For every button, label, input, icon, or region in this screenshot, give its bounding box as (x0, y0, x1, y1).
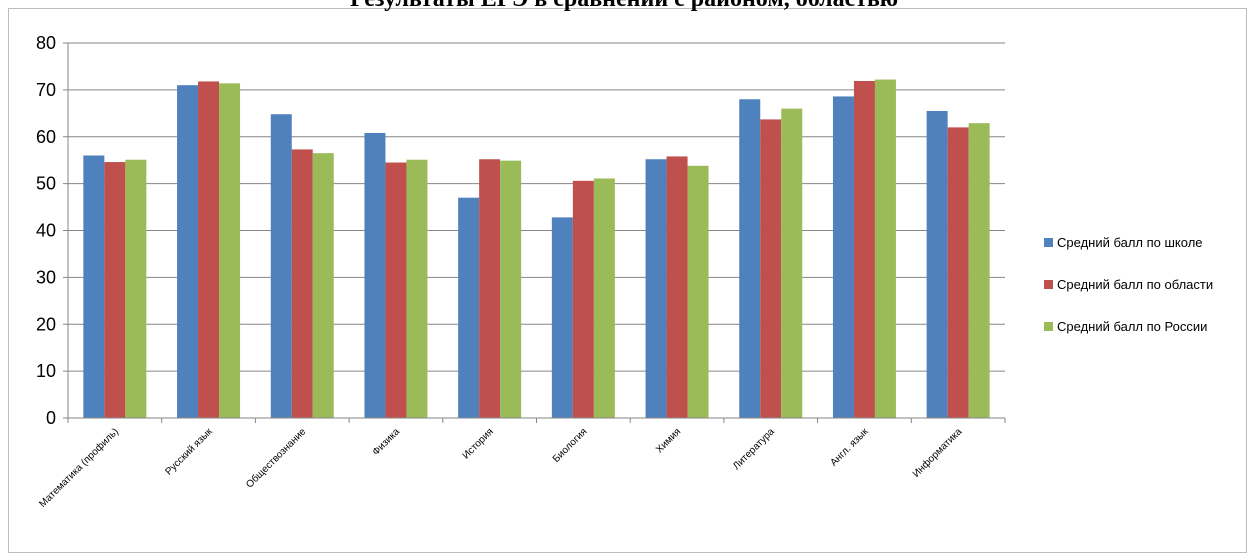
bar-2-10 (947, 127, 969, 418)
y-tick-label: 0 (46, 408, 56, 428)
bar-2-4 (385, 162, 407, 418)
bar-chart: 0 10 20 30 40 50 60 70 80 Математика (профиль) Ру… (36, 33, 1006, 510)
legend-label: Средний балл по России (1057, 319, 1208, 334)
bar-3-3 (312, 153, 334, 418)
legend-swatch (1044, 322, 1053, 331)
bar-1-6 (551, 217, 573, 418)
y-tick-label: 10 (36, 361, 56, 381)
bar-3-2 (219, 83, 241, 418)
bar-1-9 (832, 96, 854, 418)
bar-1-10 (926, 110, 948, 418)
bar-1-1 (83, 155, 105, 418)
y-tick-label: 70 (36, 80, 56, 100)
bar-3-4 (406, 159, 428, 418)
x-tick-label: Физика (371, 426, 403, 458)
bar-1-7 (645, 159, 667, 418)
bar-2-5 (479, 159, 501, 418)
y-tick-label: 40 (36, 221, 56, 241)
bar-2-1 (104, 162, 126, 418)
bar-3-1 (125, 159, 147, 418)
bar-3-5 (500, 160, 522, 418)
legend-swatch (1044, 280, 1053, 289)
bar-1-3 (270, 114, 292, 418)
bar-3-7 (687, 165, 709, 418)
x-tick-label: Русский язык (163, 426, 215, 478)
bar-1-8 (739, 99, 761, 418)
x-tick-label: Англ. язык (828, 426, 871, 469)
x-tick-label: Биология (551, 426, 590, 465)
bar-3-10 (968, 123, 990, 418)
y-tick-label: 20 (36, 314, 56, 334)
x-tick-label: Литература (731, 426, 777, 472)
legend-item-3: Средний балл по России (1044, 316, 1213, 337)
bar-3-6 (593, 178, 615, 418)
legend-item-2: Средний балл по области (1044, 274, 1213, 295)
legend-item-1: Средний балл по школе (1044, 232, 1213, 253)
bar-3-9 (874, 79, 896, 418)
x-axis-labels: Математика (профиль) Русский язык Общество… (37, 425, 965, 510)
bar-2-6 (572, 180, 594, 418)
bar-1-5 (458, 197, 480, 418)
bar-1-2 (177, 85, 199, 418)
x-tick-label: Информатика (910, 425, 964, 479)
y-tick-label: 30 (36, 267, 56, 287)
x-tick-label: Обществознание (243, 425, 308, 490)
legend-label: Средний балл по школе (1057, 235, 1203, 250)
y-tick-label: 50 (36, 174, 56, 194)
x-tick-label: Химия (654, 426, 683, 455)
y-tick-label: 60 (36, 127, 56, 147)
axes (67, 43, 1006, 423)
bar-2-3 (291, 149, 313, 418)
legend-swatch (1044, 238, 1053, 247)
chart-legend: Средний балл по школе Средний балл по обл… (1044, 232, 1213, 358)
legend-label: Средний балл по области (1057, 277, 1214, 292)
x-tick-label: Математика (профиль) (37, 426, 121, 510)
x-tick-label: История (461, 426, 496, 461)
chart-title: Результаты ЕГЭ в сравнении с районом, об… (0, 0, 1248, 13)
bar-2-7 (666, 156, 688, 418)
y-axis-ticks: 0 10 20 30 40 50 60 70 80 (36, 33, 68, 428)
bar-2-9 (853, 80, 875, 418)
bar-3-8 (781, 108, 803, 418)
bar-2-8 (760, 119, 782, 418)
bar-1-4 (364, 133, 386, 418)
bars (83, 79, 990, 418)
bar-2-2 (198, 81, 220, 418)
y-tick-label: 80 (36, 33, 56, 53)
